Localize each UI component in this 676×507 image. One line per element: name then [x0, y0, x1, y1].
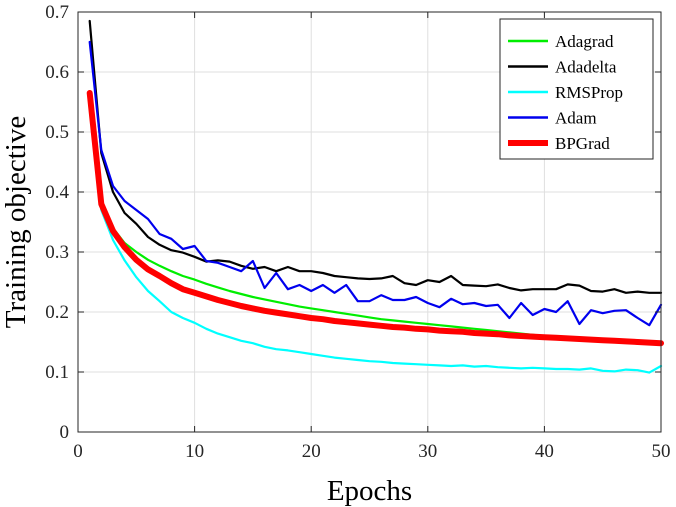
y-tick-label: 0.2: [45, 302, 69, 323]
axis-ticks: 0 10 20 30 40 50 0 0.1 0.2 0.3 0.4 0.5 0.6 0.7: [45, 2, 670, 462]
y-axis-title: Training objective: [0, 116, 32, 328]
y-tick-label: 0.3: [45, 242, 69, 263]
y-tick-label: 0.1: [45, 362, 69, 383]
legend-box: [499, 18, 654, 160]
x-axis-title: Epochs: [327, 475, 412, 507]
legend-label-bpgrad: BPGrad: [555, 134, 610, 153]
legend-label-adadelta: Adadelta: [555, 58, 617, 77]
series-lines: [86, 19, 664, 374]
series-line-adam: [88, 40, 663, 327]
x-tick-label: 10: [185, 441, 204, 462]
y-tick-label: 0.6: [45, 62, 69, 83]
plot-frame: [77, 11, 662, 433]
y-tick-label: 0.7: [45, 2, 69, 23]
y-tick-label: 0.4: [45, 182, 69, 203]
series-line-adadelta: [88, 19, 663, 294]
x-tick-label: 50: [652, 441, 671, 462]
x-tick-label: 40: [535, 441, 554, 462]
x-tick-label: 20: [302, 441, 321, 462]
legend-label-rmsprop: RMSProp: [555, 83, 623, 102]
y-tick-label: 0.5: [45, 122, 69, 143]
x-tick-label: 0: [73, 441, 83, 462]
legend-label-adam: Adam: [555, 109, 597, 128]
x-tick-label: 30: [418, 441, 437, 462]
legend: Adagrad Adadelta RMSProp Adam BPGrad: [499, 18, 654, 160]
series-line-bpgrad: [86, 90, 664, 347]
legend-label-adagrad: Adagrad: [555, 32, 614, 51]
series-line-rmsprop: [88, 100, 663, 374]
y-tick-label: 0: [60, 422, 70, 443]
